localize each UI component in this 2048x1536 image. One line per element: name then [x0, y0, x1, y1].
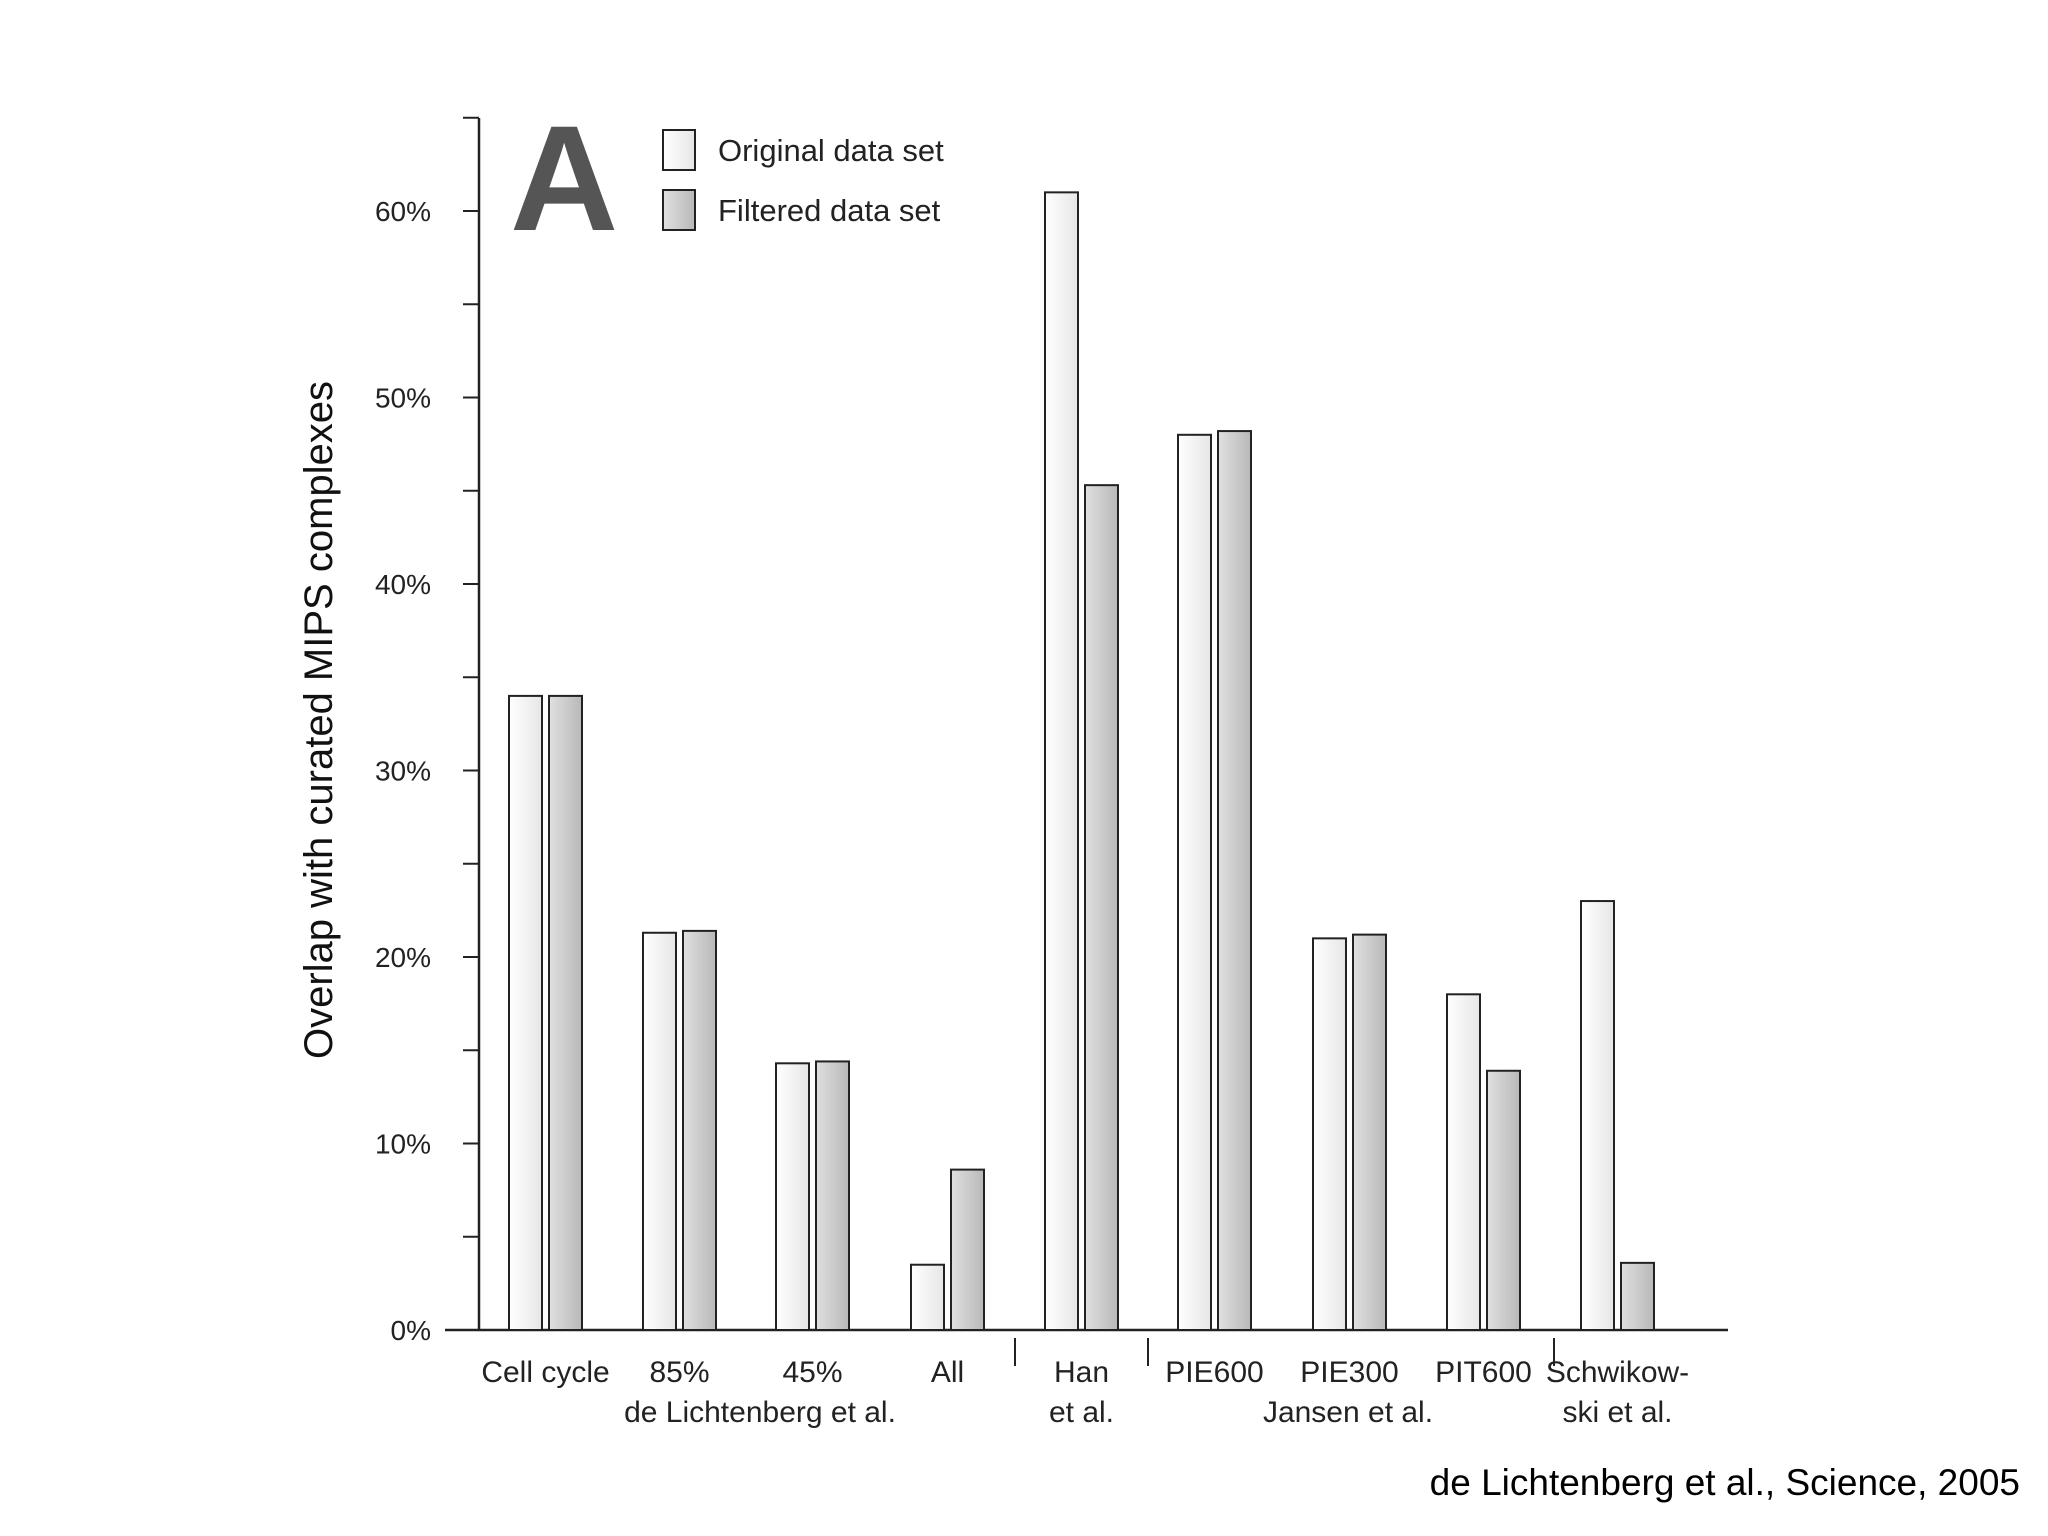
bar-original	[1312, 937, 1347, 1331]
legend-swatch-original	[662, 129, 696, 171]
x-category-label: All	[931, 1356, 964, 1389]
bar-filtered	[1486, 1069, 1521, 1331]
citation: de Lichtenberg et al., Science, 2005	[1429, 1462, 2020, 1503]
y-tick-label: 40%	[375, 569, 431, 600]
bar-filtered	[1084, 484, 1119, 1331]
x-category-label: PIT600	[1435, 1356, 1532, 1389]
bar-filtered	[815, 1060, 850, 1331]
bar-filtered	[1620, 1261, 1655, 1331]
bar-original	[1446, 993, 1481, 1331]
bar-filtered	[1217, 430, 1252, 1331]
x-group-label: Jansen et al.	[1263, 1396, 1433, 1429]
x-category-label: Han	[1054, 1356, 1109, 1389]
x-category-label: Cell cycle	[481, 1356, 609, 1389]
x-category-label: 45%	[782, 1356, 842, 1389]
x-category-label: Schwikow-	[1546, 1356, 1689, 1389]
x-axis: Cell cycle 85% 45% All Han et al. PIE600 PIE300…	[445, 1328, 1728, 1429]
bar-filtered	[950, 1168, 985, 1331]
bar-original	[508, 694, 543, 1331]
y-axis: 0% 10% 20% 30% 40% 50% 60%	[375, 116, 481, 1346]
x-category-label: 85%	[649, 1356, 709, 1389]
bar-original	[775, 1062, 810, 1332]
legend-label: Filtered data set	[718, 193, 941, 228]
bar-filtered	[682, 929, 717, 1331]
x-category-label: ski et al.	[1562, 1396, 1672, 1429]
bars	[508, 191, 1655, 1332]
y-tick-label: 50%	[375, 383, 431, 414]
bar-filtered	[1352, 933, 1387, 1331]
x-group-label: de Lichtenberg et al.	[624, 1396, 896, 1429]
legend-label: Original data set	[718, 133, 944, 168]
y-tick-label: 30%	[375, 756, 431, 787]
legend-swatch-filtered	[662, 189, 696, 231]
x-category-label: et al.	[1049, 1396, 1114, 1429]
y-tick-label: 10%	[375, 1129, 431, 1160]
y-axis-label: Overlap with curated MIPS complexes	[297, 381, 341, 1059]
y-tick-label: 20%	[375, 942, 431, 973]
y-tick-label: 0%	[391, 1315, 431, 1346]
bar-original	[642, 931, 677, 1331]
x-category-label: PIE600	[1165, 1356, 1263, 1389]
panel-label: A	[510, 94, 618, 262]
bar-filtered	[548, 694, 583, 1331]
y-tick-label: 60%	[375, 196, 431, 227]
legend: Original data set Filtered data set	[662, 129, 944, 231]
x-category-label: PIE300	[1300, 1356, 1398, 1389]
bar-original	[1580, 900, 1615, 1331]
bar-original	[1177, 433, 1212, 1331]
bar-original	[1044, 191, 1079, 1332]
bar-original	[910, 1263, 945, 1331]
